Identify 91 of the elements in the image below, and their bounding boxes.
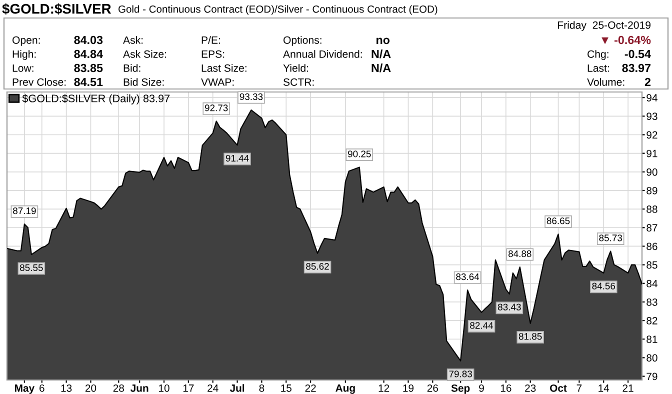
text: 84.51 [74, 78, 103, 86]
text: Ask Size: [123, 50, 166, 58]
x-tick-label: 14 [598, 384, 610, 392]
chart-title: $GOLD:$SILVER [2, 3, 112, 15]
x-tick-label: Oct [550, 384, 567, 392]
annotation: 92.73 [204, 104, 228, 112]
text: SCTR: [283, 78, 314, 86]
x-tick-label: 22 [305, 384, 316, 392]
annotation: 85.73 [599, 234, 622, 242]
annotation: 81.85 [518, 333, 542, 340]
annotation: 90.25 [348, 150, 371, 158]
text: Yield: [283, 64, 308, 72]
annotation: 83.64 [456, 273, 480, 280]
annotation: 83.43 [498, 304, 521, 310]
x-tick-label: 28 [113, 384, 124, 392]
text: Volume: [587, 78, 624, 86]
y-tick-label: 79 [646, 372, 658, 380]
text: P/E: [202, 36, 220, 44]
y-tick-label: 91 [646, 150, 658, 158]
annotation: 87.19 [13, 207, 36, 214]
text: Bid: [124, 64, 140, 72]
y-tick-label: 80 [646, 354, 658, 362]
y-tick-label: 83 [646, 298, 658, 306]
annotation: 79.83 [449, 370, 472, 378]
y-tick-label: 88 [646, 206, 658, 213]
text: Open: [12, 36, 40, 46]
annotation: 86.65 [546, 217, 570, 224]
x-tick-label: Sep [451, 384, 470, 394]
x-tick-label: Jul [230, 384, 244, 392]
chart-subtitle: Gold - Continuous Contract (EOD)/Silver - Continuous Contract (EOD) [118, 5, 438, 15]
text: 83.85 [74, 64, 103, 72]
x-tick-label: 21 [622, 384, 634, 392]
text: High: [12, 50, 36, 60]
y-tick-label: 92 [646, 131, 658, 139]
text: Low: [12, 64, 34, 72]
text: Bid Size: [124, 78, 164, 86]
x-tick-label: 19 [403, 384, 414, 392]
text: N/A [372, 50, 391, 58]
text: EPS: [202, 50, 224, 58]
x-tick-label: 16 [500, 384, 512, 392]
y-tick-label: 85 [646, 261, 658, 269]
y-tick-label: 93 [646, 112, 658, 120]
x-tick-label: 17 [183, 384, 194, 392]
text: 84.84 [74, 50, 103, 58]
legend-label: $GOLD:$SILVER (Daily) 83.97 [22, 94, 170, 104]
text: Last Size: [202, 64, 246, 72]
annotation: 85.62 [306, 263, 329, 270]
y-tick-label: 90 [646, 168, 658, 176]
x-tick-label: Aug [336, 384, 355, 394]
y-tick-label: 86 [646, 242, 658, 250]
x-tick-label: 15 [281, 384, 292, 392]
annotation: 84.88 [508, 250, 532, 258]
text: Prev Close: [12, 78, 66, 86]
text: Annual Dividend: [283, 50, 362, 58]
text: no [376, 38, 390, 44]
annotation: 82.44 [470, 322, 494, 329]
x-tick-label: May [15, 384, 35, 394]
text: 84.03 [74, 36, 103, 44]
text: 2 [644, 78, 651, 86]
y-tick-label: 94 [646, 94, 658, 102]
x-tick-label: Jun [130, 384, 148, 392]
text: -0.54 [624, 50, 651, 58]
y-tick-label: 87 [646, 224, 658, 232]
y-tick-label: 81 [646, 336, 658, 343]
x-tick-label: 6 [40, 384, 44, 392]
x-tick-label: 12 [378, 384, 390, 392]
text: ▼ -0.64% [602, 36, 651, 44]
y-tick-label: 89 [646, 186, 658, 194]
x-tick-label: 24 [208, 384, 218, 392]
x-tick-label: 13 [61, 384, 72, 392]
x-tick-label: 9 [479, 384, 484, 392]
text: Friday 25-Oct-2019 [558, 21, 651, 31]
x-tick-label: 23 [525, 384, 536, 392]
y-tick-label: 84 [646, 280, 658, 288]
text: Last: [588, 64, 609, 72]
text: Chg: [588, 50, 608, 60]
x-tick-label: 20 [85, 384, 96, 392]
x-tick-label: 7 [576, 384, 582, 392]
text: VWAP: [201, 78, 234, 86]
text: N/A [372, 64, 391, 72]
text: Ask: [123, 36, 143, 44]
x-tick-label: 10 [159, 384, 170, 392]
y-tick-label: 82 [646, 317, 658, 324]
annotation: 91.44 [226, 154, 249, 162]
annotation: 85.55 [20, 264, 43, 272]
x-tick-label: 8 [259, 384, 264, 392]
annotation: 93.33 [240, 93, 263, 100]
x-tick-label: 26 [427, 384, 438, 392]
text: Options: [284, 36, 322, 46]
text: 83.97 [622, 64, 650, 72]
annotation: 84.56 [592, 282, 616, 290]
